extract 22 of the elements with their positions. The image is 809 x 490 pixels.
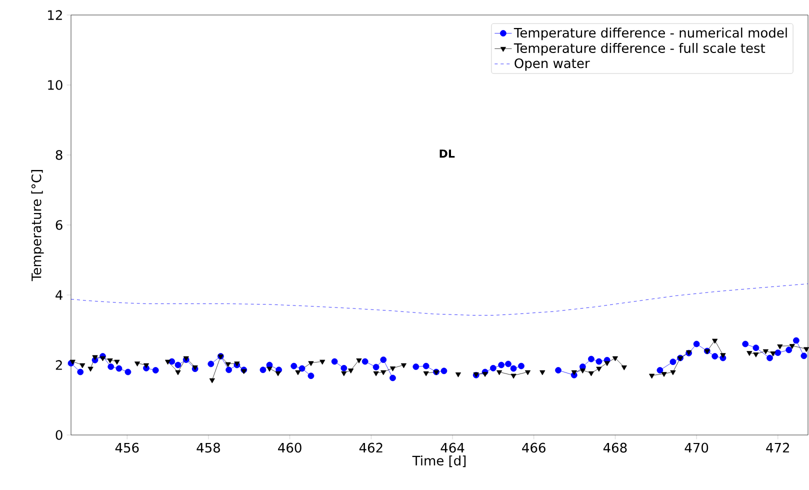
y-tick-label: 2 (56, 360, 62, 370)
annotation: DL (440, 150, 455, 158)
legend-label: Temperature difference - full scale test (514, 42, 766, 56)
y-tick-label: 4 (56, 290, 62, 300)
x-tick-label: 464 (440, 442, 464, 453)
x-tick-label: 470 (684, 442, 708, 453)
x-axis-title: Time [d] (412, 455, 466, 468)
y-tick-label: 8 (56, 150, 62, 160)
y-tick-label: 12 (48, 10, 62, 20)
legend-label: Temperature difference - numerical model (514, 28, 787, 40)
y-axis-title: Temperature [°C] (31, 170, 44, 282)
x-tick-label: 472 (766, 442, 789, 452)
y-tick-label: 10 (48, 80, 62, 90)
x-tick-label: 460 (278, 442, 302, 453)
y-tick-label: 0 (56, 430, 62, 440)
x-tick-label: 468 (603, 442, 627, 453)
x-tick-label: 466 (522, 442, 546, 453)
y-tick-label: 6 (56, 220, 62, 230)
legend-label: Open water (514, 58, 590, 71)
x-tick-label: 458 (196, 442, 220, 453)
x-tick-label: 456 (115, 442, 139, 453)
x-tick-label: 462 (359, 442, 382, 453)
